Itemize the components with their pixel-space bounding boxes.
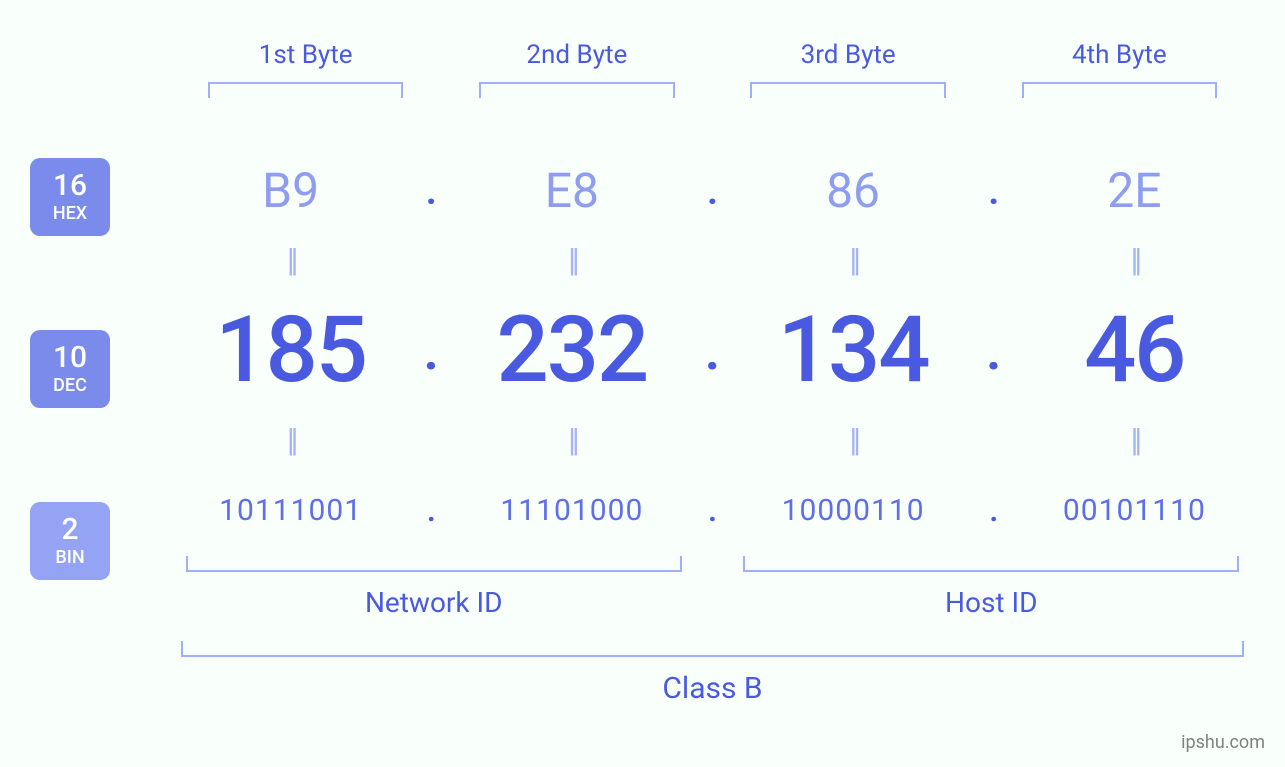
hex-dot-2: . <box>693 167 733 214</box>
bin-byte-2: 11101000 <box>451 493 692 528</box>
bin-byte-3: 10000110 <box>733 493 974 528</box>
dec-byte-4: 46 <box>1014 297 1255 404</box>
byte-header-1-label: 1st Byte <box>259 40 353 70</box>
badge-hex-label: HEX <box>53 203 87 224</box>
byte-header-4-bracket <box>1022 82 1217 100</box>
byte-headers-row: 1st Byte 2nd Byte 3rd Byte 4th Byte <box>170 40 1255 150</box>
dec-row: 185 . 232 . 134 . 46 <box>170 290 1255 410</box>
hex-dot-1: . <box>411 167 451 214</box>
hex-byte-4: 2E <box>1014 162 1255 219</box>
host-id-bracket <box>743 554 1239 572</box>
bin-dot-1: . <box>411 491 451 529</box>
network-id-label: Network ID <box>365 586 503 619</box>
dec-byte-3: 134 <box>733 297 974 404</box>
badge-dec: 10 DEC <box>30 330 110 408</box>
badge-bin-number: 2 <box>61 515 78 545</box>
eq-2-1: || <box>170 421 411 459</box>
badge-hex-number: 16 <box>53 171 87 201</box>
hex-dot-3: . <box>974 167 1014 214</box>
byte-header-2: 2nd Byte <box>441 40 712 150</box>
eq-2-2: || <box>451 421 692 459</box>
network-id-bracket <box>186 554 682 572</box>
byte-header-1-bracket <box>208 82 403 100</box>
class-bracket <box>181 639 1244 657</box>
byte-header-2-bracket <box>479 82 674 100</box>
hex-row: B9 . E8 . 86 . 2E <box>170 150 1255 230</box>
dec-byte-2: 232 <box>451 297 692 404</box>
badge-dec-number: 10 <box>53 343 87 373</box>
bin-byte-1: 10111001 <box>170 493 411 528</box>
dec-dot-2: . <box>693 317 733 383</box>
hex-byte-3: 86 <box>733 162 974 219</box>
dec-dot-3: . <box>974 317 1014 383</box>
network-id-group: Network ID <box>170 554 698 619</box>
diagram-root: 16 HEX 10 DEC 2 BIN 1st Byte 2nd Byte 3r… <box>0 0 1285 767</box>
eq-row-2: || || || || <box>170 410 1255 470</box>
bin-dot-3: . <box>974 491 1014 529</box>
data-grid: 1st Byte 2nd Byte 3rd Byte 4th Byte B9 .… <box>170 40 1255 737</box>
eq-2-3: || <box>733 421 974 459</box>
bin-row: 10111001 . 11101000 . 10000110 . 0010111… <box>170 470 1255 550</box>
host-id-label: Host ID <box>945 586 1038 619</box>
byte-header-2-label: 2nd Byte <box>526 40 627 70</box>
badge-bin: 2 BIN <box>30 502 110 580</box>
badge-hex: 16 HEX <box>30 158 110 236</box>
badge-bin-label: BIN <box>55 547 84 568</box>
eq-1-2: || <box>451 241 692 279</box>
class-label: Class B <box>662 671 762 706</box>
byte-header-1: 1st Byte <box>170 40 441 150</box>
eq-1-1: || <box>170 241 411 279</box>
byte-header-3-bracket <box>750 82 945 100</box>
byte-header-3-label: 3rd Byte <box>801 40 896 70</box>
hex-byte-1: B9 <box>170 162 411 219</box>
eq-row-1: || || || || <box>170 230 1255 290</box>
hex-byte-2: E8 <box>451 162 692 219</box>
badge-dec-label: DEC <box>53 375 87 396</box>
byte-header-3: 3rd Byte <box>713 40 984 150</box>
byte-header-4-label: 4th Byte <box>1072 40 1167 70</box>
eq-1-4: || <box>1014 241 1255 279</box>
bin-byte-4: 00101110 <box>1014 493 1255 528</box>
watermark: ipshu.com <box>1181 732 1265 753</box>
eq-1-3: || <box>733 241 974 279</box>
dec-byte-1: 185 <box>170 297 411 404</box>
dec-dot-1: . <box>411 317 451 383</box>
base-badges-column: 16 HEX 10 DEC 2 BIN <box>30 40 170 737</box>
byte-header-4: 4th Byte <box>984 40 1255 150</box>
eq-2-4: || <box>1014 421 1255 459</box>
bottom-brackets-row: Network ID Host ID <box>170 554 1255 619</box>
class-bracket-group: Class B <box>170 639 1255 706</box>
host-id-group: Host ID <box>728 554 1256 619</box>
bin-dot-2: . <box>693 491 733 529</box>
